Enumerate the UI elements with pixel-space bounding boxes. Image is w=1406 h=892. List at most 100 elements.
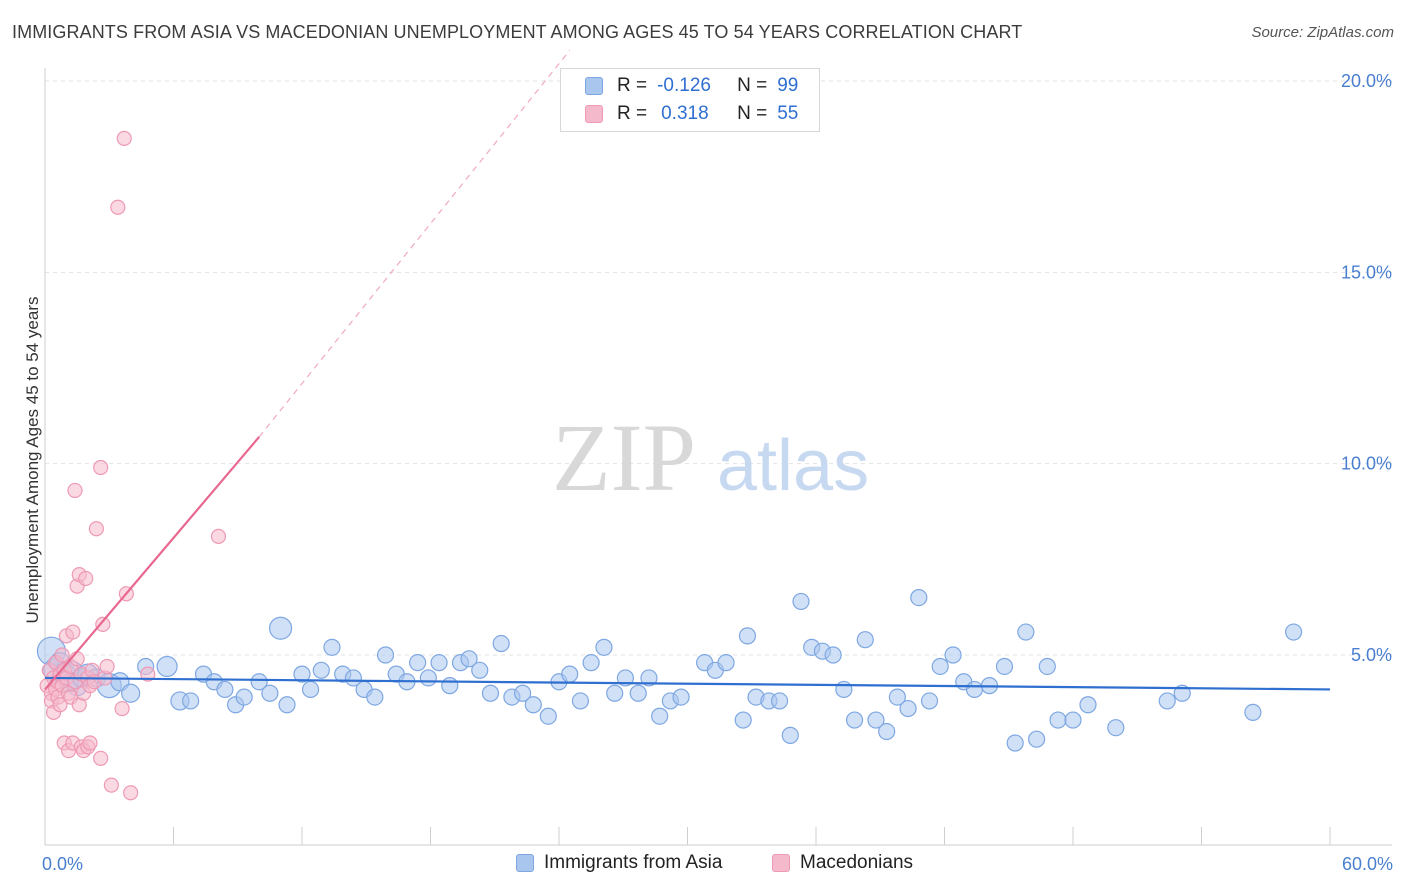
y-axis-label: Unemployment Among Ages 45 to 54 years [23, 297, 42, 624]
macedonian-point [103, 777, 119, 793]
tick-labels: 5.0% 10.0% 15.0% 20.0% 0.0% 60.0% [42, 71, 1393, 874]
asia-point [899, 699, 917, 718]
asia-point [539, 707, 557, 725]
series-legend-asia[interactable]: Immigrants from Asia [516, 852, 722, 874]
macedonian-point [67, 482, 83, 499]
macedonian-point [93, 459, 109, 476]
asia-point [606, 684, 624, 702]
asia-point [1244, 703, 1262, 722]
asia-point [824, 646, 842, 664]
series-swatch-pink [772, 854, 790, 872]
asia-point [616, 669, 634, 687]
watermark-atlas: atlas [717, 426, 869, 506]
asia-point [409, 654, 427, 672]
asia-point [845, 711, 864, 729]
asia-point [419, 669, 437, 687]
asia-point [156, 655, 178, 678]
x-tick-label: 0.0% [42, 854, 83, 874]
macedonian-point [116, 130, 132, 146]
axes [44, 68, 1392, 846]
y-tick-label: 10.0% [1341, 454, 1392, 474]
asia-point [312, 661, 330, 679]
asia-trend-line [44, 676, 1331, 691]
macedonian-trend-extension [258, 50, 571, 438]
trend-lines [44, 50, 1331, 691]
asia-point [1158, 692, 1176, 710]
macedonian-point [210, 528, 227, 544]
legend-n-value: 55 [777, 103, 799, 124]
asia-point [1049, 711, 1067, 729]
asia-point [1038, 657, 1056, 676]
asia-point [835, 680, 853, 699]
asia-point [878, 722, 896, 741]
macedonian-point [65, 624, 81, 640]
macedonian-point [110, 199, 126, 215]
macedonian-point [54, 647, 70, 663]
macedonian-point [78, 570, 94, 587]
watermark-zip: ZIP [552, 404, 696, 511]
macedonian-point [93, 750, 109, 766]
asia-point [995, 657, 1014, 676]
immigrants-from-asia-points [36, 588, 1303, 752]
asia-point [513, 684, 532, 702]
asia-point [366, 688, 384, 706]
asia-point [629, 684, 647, 702]
asia-point [734, 711, 752, 729]
asia-point [235, 688, 253, 706]
asia-point [910, 588, 928, 607]
asia-point [1079, 696, 1097, 714]
macedonian-point [140, 666, 156, 682]
asia-point [216, 680, 234, 699]
macedonian-point [88, 521, 105, 537]
asia-point [672, 688, 690, 706]
asia-point [1173, 684, 1191, 702]
asia-point [250, 673, 268, 691]
series-legend-asia-label: Immigrants from Asia [544, 852, 723, 873]
asia-point [792, 592, 810, 611]
asia-point [492, 634, 510, 653]
correlation-legend: R = -0.126 N = 99 R = 0.318 N = 55 [560, 68, 820, 132]
macedonian-point [114, 700, 130, 717]
macedonian-point [95, 616, 111, 632]
series-legend-macedonians-label: Macedonians [800, 852, 914, 873]
asia-point [471, 661, 489, 679]
asia-point [944, 646, 962, 664]
asia-point [121, 683, 141, 703]
macedonian-point [52, 697, 68, 713]
asia-point [278, 696, 296, 714]
legend-n-label: N = [737, 75, 768, 96]
asia-point [931, 657, 949, 676]
asia-point [595, 638, 613, 656]
asia-point [441, 677, 459, 695]
legend-r-label: R = [617, 75, 648, 96]
legend-row-macedonians: R = 0.318 N = 55 [585, 102, 798, 126]
series-legend-macedonians[interactable]: Macedonians [772, 852, 913, 874]
asia-point [1284, 623, 1303, 641]
asia-point [640, 669, 658, 687]
asia-point [867, 711, 885, 729]
asia-point [651, 707, 669, 725]
series-legend: Immigrants from Asia Macedonians [0, 852, 1406, 878]
source-credit: Source: ZipAtlas.com [1251, 24, 1394, 41]
asia-point [344, 669, 362, 687]
legend-n-label: N = [737, 103, 768, 124]
asia-point [524, 696, 542, 714]
asia-point [293, 665, 311, 683]
asia-point [888, 688, 906, 706]
asia-point [856, 631, 874, 649]
y-tick-label: 15.0% [1341, 262, 1392, 282]
legend-swatch-pink [585, 105, 603, 123]
asia-point [430, 654, 448, 672]
legend-r-value: 0.318 [661, 103, 709, 124]
asia-point [770, 692, 789, 710]
asia-point [1107, 719, 1125, 737]
legend-swatch-blue [585, 77, 603, 95]
asia-point [261, 684, 279, 702]
asia-point [1027, 730, 1046, 748]
asia-point [920, 692, 939, 710]
asia-point [738, 627, 757, 645]
asia-point [965, 680, 984, 699]
grid-lines [45, 80, 1392, 656]
macedonian-point [99, 658, 115, 675]
